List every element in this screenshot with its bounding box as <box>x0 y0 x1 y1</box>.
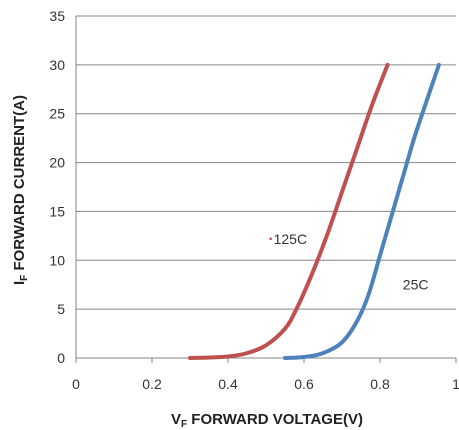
axes <box>75 16 457 363</box>
x-tick-label: 0.2 <box>142 376 162 392</box>
y-axis-label-text: FORWARD CURRENT(A) <box>11 95 28 275</box>
series-lines <box>188 62 441 360</box>
y-tick-labels: 0 5 10 15 20 25 30 35 <box>49 8 65 366</box>
x-tick-label: 1 <box>452 376 459 392</box>
x-tick-label: 0.4 <box>218 376 238 392</box>
y-tick-label: 30 <box>49 57 65 73</box>
x-tick-label: 0.6 <box>294 376 314 392</box>
x-axis-label-sub: F <box>181 419 187 430</box>
y-tick-label: 5 <box>57 301 65 317</box>
y-tick-label: 35 <box>49 8 65 24</box>
y-tick-label: 0 <box>57 350 65 366</box>
y-tick-label: 20 <box>49 155 65 171</box>
x-axis-label-prefix: V <box>171 411 181 428</box>
y-axis-label-sub: F <box>19 275 30 281</box>
x-tick-labels: 0 0.2 0.4 0.6 0.8 1 <box>72 376 459 392</box>
x-tick-label: 0.8 <box>370 376 390 392</box>
x-axis-label: VF FORWARD VOLTAGE(V) <box>171 411 363 430</box>
annotation-marker <box>269 237 272 241</box>
y-tick-label: 25 <box>49 106 65 122</box>
annotation-25C: 25C <box>403 277 429 293</box>
y-axis-label-prefix: I <box>11 281 28 285</box>
series-line-25C <box>283 62 441 360</box>
y-tick-label: 15 <box>49 203 65 219</box>
x-tick-label: 0 <box>72 376 80 392</box>
grid-lines <box>76 15 456 310</box>
y-tick-label: 10 <box>49 252 65 268</box>
y-axis-label: IF FORWARD CURRENT(A) <box>11 95 30 285</box>
annotation-125C: 125C <box>274 231 307 247</box>
x-axis-label-text: FORWARD VOLTAGE(V) <box>187 411 363 428</box>
series-line-125C <box>188 62 390 360</box>
series-annotations: 125C 25C <box>269 231 428 293</box>
